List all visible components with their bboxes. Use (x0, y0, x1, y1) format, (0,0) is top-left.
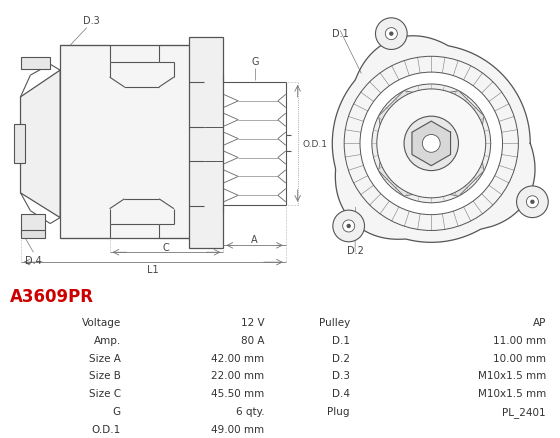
Circle shape (360, 73, 502, 215)
Text: D.2: D.2 (332, 353, 350, 363)
Text: A3609PR: A3609PR (10, 287, 94, 306)
Circle shape (404, 117, 459, 171)
Text: D.1: D.1 (332, 335, 350, 345)
Circle shape (347, 225, 350, 228)
Text: 22.00 mm: 22.00 mm (212, 371, 265, 381)
Text: Plug: Plug (328, 406, 350, 416)
Polygon shape (379, 92, 413, 125)
Text: D.4: D.4 (332, 389, 350, 399)
Text: 11.00 mm: 11.00 mm (493, 335, 546, 345)
Text: D.4: D.4 (25, 256, 42, 265)
Polygon shape (379, 162, 413, 197)
Circle shape (376, 19, 407, 50)
Text: D.3: D.3 (332, 371, 350, 381)
Text: 6 qty.: 6 qty. (236, 406, 265, 416)
Text: Size C: Size C (89, 389, 121, 399)
Polygon shape (412, 122, 451, 166)
Text: O.D.1: O.D.1 (92, 424, 121, 434)
Text: M10x1.5 mm: M10x1.5 mm (478, 389, 546, 399)
Text: D.1: D.1 (332, 28, 349, 39)
Text: PL_2401: PL_2401 (502, 406, 546, 417)
Text: M10x1.5 mm: M10x1.5 mm (478, 371, 546, 381)
Text: Size B: Size B (89, 371, 121, 381)
Text: Voltage: Voltage (82, 317, 121, 327)
Bar (60, 46, 204, 239)
Bar (21, 58, 50, 70)
Text: AP: AP (533, 317, 546, 327)
Text: 49.00 mm: 49.00 mm (212, 424, 265, 434)
Text: O.D.1: O.D.1 (302, 140, 328, 148)
Circle shape (516, 187, 548, 218)
Polygon shape (332, 37, 535, 243)
Text: A: A (251, 235, 258, 245)
Text: C: C (162, 243, 169, 253)
Text: G: G (113, 406, 121, 416)
Text: 80 A: 80 A (241, 335, 265, 345)
Text: D.2: D.2 (347, 246, 364, 256)
Text: D.3: D.3 (83, 16, 100, 25)
Text: Size A: Size A (89, 353, 121, 363)
Polygon shape (450, 92, 484, 125)
Text: 12 V: 12 V (241, 317, 265, 327)
Text: L1: L1 (147, 265, 159, 275)
Polygon shape (450, 162, 484, 197)
Text: 10.00 mm: 10.00 mm (493, 353, 546, 363)
Bar (13, 124, 25, 164)
Circle shape (385, 28, 398, 41)
Circle shape (390, 33, 393, 36)
Bar (21, 231, 45, 239)
Circle shape (531, 201, 534, 204)
Bar (21, 214, 45, 234)
Circle shape (526, 196, 538, 208)
Text: 45.50 mm: 45.50 mm (211, 389, 265, 399)
Circle shape (343, 220, 354, 233)
Text: Pulley: Pulley (319, 317, 350, 327)
Circle shape (422, 135, 440, 153)
Circle shape (377, 90, 486, 198)
Text: 42.00 mm: 42.00 mm (212, 353, 265, 363)
Polygon shape (21, 71, 60, 218)
Text: G: G (251, 57, 259, 67)
Circle shape (372, 85, 491, 203)
Circle shape (333, 211, 365, 242)
Text: Amp.: Amp. (94, 335, 121, 345)
Bar (189, 39, 223, 249)
